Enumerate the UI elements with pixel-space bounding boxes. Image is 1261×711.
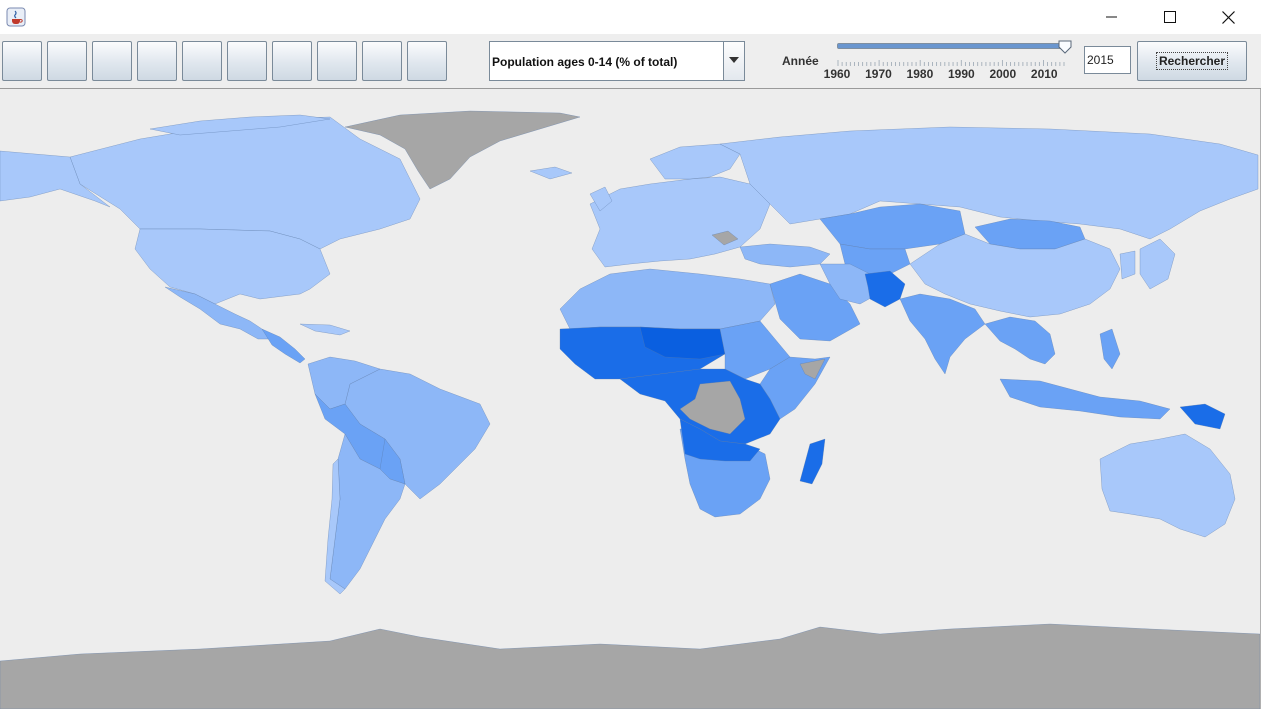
tool-button-7[interactable]: [272, 41, 312, 81]
tool-button-6[interactable]: [227, 41, 267, 81]
region-china[interactable]: [909, 233, 1121, 318]
tool-button-8[interactable]: [317, 41, 357, 81]
region-balkans-gray[interactable]: [711, 230, 739, 246]
year-input[interactable]: [1084, 46, 1131, 74]
region-antarctica[interactable]: [0, 623, 1260, 709]
minimize-button[interactable]: [1083, 0, 1141, 34]
window-bottom-edge: [0, 709, 1261, 711]
tool-button-5[interactable]: [182, 41, 222, 81]
close-icon: [1221, 10, 1235, 24]
region-niger-chad[interactable]: [639, 326, 726, 360]
world-map[interactable]: [0, 89, 1261, 709]
tool-button-2[interactable]: [47, 41, 87, 81]
slider-ticks: [837, 60, 1065, 66]
region-greenland[interactable]: [344, 110, 581, 190]
tick-label-1990: 1990: [948, 67, 975, 81]
region-usa[interactable]: [134, 228, 331, 305]
region-somalia[interactable]: [799, 358, 826, 380]
minimize-icon: [1106, 16, 1117, 18]
region-korea[interactable]: [1119, 250, 1136, 280]
region-india[interactable]: [899, 293, 986, 375]
region-indonesia[interactable]: [999, 378, 1171, 420]
region-arabia[interactable]: [769, 273, 861, 342]
region-chile[interactable]: [324, 458, 346, 595]
indicator-dropdown[interactable]: Population ages 0-14 (% of total): [489, 41, 745, 81]
slider-thumb[interactable]: [1058, 40, 1072, 54]
region-central-america[interactable]: [261, 328, 306, 364]
chevron-down-icon: [729, 57, 739, 63]
region-canada[interactable]: [69, 116, 421, 250]
maximize-button[interactable]: [1141, 0, 1199, 34]
tick-label-2010: 2010: [1030, 67, 1058, 81]
slider-track[interactable]: [837, 43, 1067, 49]
region-iceland[interactable]: [529, 166, 573, 180]
close-button[interactable]: [1199, 0, 1257, 34]
tick-label-2000: 2000: [989, 67, 1017, 81]
search-button-label: Rechercher: [1155, 52, 1229, 70]
toolbar: Population ages 0-14 (% of total) Année …: [0, 34, 1261, 89]
region-russia[interactable]: [719, 126, 1259, 240]
year-label: Année: [782, 54, 819, 68]
region-scandinavia[interactable]: [649, 143, 741, 180]
region-uk[interactable]: [589, 186, 613, 212]
region-alaska[interactable]: [0, 150, 111, 208]
region-arctic-islands[interactable]: [149, 114, 331, 136]
region-se-asia[interactable]: [984, 316, 1056, 365]
region-philippines[interactable]: [1099, 328, 1121, 370]
tool-button-10[interactable]: [407, 41, 447, 81]
world-map-canvas: [0, 110, 1260, 709]
maximize-icon: [1164, 11, 1176, 23]
year-slider[interactable]: 1960 1970 1980 1990 2000 2010: [824, 40, 1073, 84]
region-turkey-caucasus[interactable]: [739, 243, 831, 268]
dropdown-arrow-button[interactable]: [723, 42, 744, 80]
tool-button-1[interactable]: [2, 41, 42, 81]
region-australia[interactable]: [1099, 433, 1236, 538]
title-bar: [0, 0, 1261, 34]
region-japan[interactable]: [1139, 238, 1176, 290]
region-iran[interactable]: [819, 263, 879, 305]
tool-button-4[interactable]: [137, 41, 177, 81]
indicator-selected-value: Population ages 0-14 (% of total): [492, 55, 678, 69]
region-afghanistan-pakistan[interactable]: [864, 270, 906, 308]
tick-label-1980: 1980: [906, 67, 934, 81]
region-madagascar[interactable]: [799, 438, 826, 485]
tool-button-9[interactable]: [362, 41, 402, 81]
slider-fill: [838, 44, 1066, 48]
tick-label-1960: 1960: [823, 67, 851, 81]
java-app-icon: [6, 7, 26, 27]
region-north-africa[interactable]: [559, 268, 776, 330]
region-angola-zambia[interactable]: [679, 418, 761, 462]
region-png[interactable]: [1179, 403, 1226, 430]
tool-button-3[interactable]: [92, 41, 132, 81]
region-caribbean[interactable]: [299, 323, 351, 336]
tick-label-1970: 1970: [865, 67, 892, 81]
region-drc[interactable]: [679, 380, 746, 435]
search-button[interactable]: Rechercher: [1137, 41, 1247, 81]
